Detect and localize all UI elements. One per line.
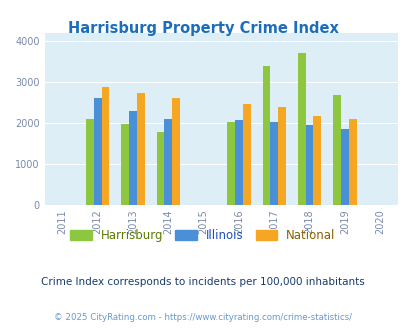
Bar (242, 104, 250, 205)
Bar (156, 132, 164, 205)
Bar (227, 122, 234, 205)
Bar (129, 112, 136, 205)
Bar (164, 119, 172, 205)
Bar (297, 52, 305, 205)
Bar (172, 98, 179, 205)
Bar (305, 125, 313, 205)
Legend: Harrisburg, Illinois, National: Harrisburg, Illinois, National (66, 224, 339, 247)
Bar (340, 129, 348, 205)
Bar (277, 107, 285, 205)
Text: Harrisburg Property Crime Index: Harrisburg Property Crime Index (67, 21, 338, 36)
Bar (136, 93, 144, 205)
Bar (262, 66, 270, 205)
Bar (270, 122, 277, 205)
Bar (121, 124, 129, 205)
Bar (333, 95, 340, 205)
Bar (94, 98, 101, 205)
Text: Crime Index corresponds to incidents per 100,000 inhabitants: Crime Index corresponds to incidents per… (41, 278, 364, 287)
Bar (348, 119, 356, 205)
Bar (86, 119, 94, 205)
Bar (234, 120, 242, 205)
Bar (313, 115, 320, 205)
Text: © 2025 CityRating.com - https://www.cityrating.com/crime-statistics/: © 2025 CityRating.com - https://www.city… (54, 313, 351, 322)
Bar (101, 87, 109, 205)
